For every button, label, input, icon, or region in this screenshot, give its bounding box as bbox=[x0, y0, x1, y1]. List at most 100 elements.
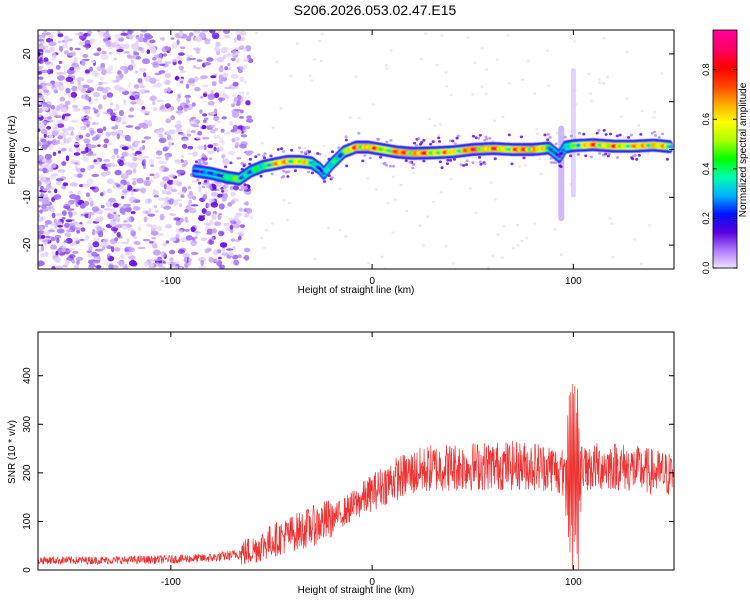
colorbar-cell bbox=[713, 75, 737, 79]
snr-ylabel: SNR (10 * v/v) bbox=[7, 420, 18, 484]
colorbar-tick-label: 0.6 bbox=[701, 113, 711, 126]
colorbar-cell bbox=[713, 127, 737, 130]
colorbar-cell bbox=[713, 30, 737, 33]
colorbar-cell bbox=[713, 204, 737, 208]
colorbar-cell bbox=[713, 123, 737, 126]
colorbar-cell bbox=[713, 188, 737, 192]
colorbar-cell bbox=[713, 256, 737, 259]
colorbar-cell bbox=[713, 166, 737, 170]
colorbar-cell bbox=[713, 131, 737, 134]
colorbar-cell bbox=[713, 77, 737, 81]
colorbar-cell bbox=[713, 125, 737, 128]
spectrogram-xtick-label: 0 bbox=[369, 276, 375, 287]
colorbar-cell bbox=[713, 117, 737, 120]
figure-title: S206.2026.053.02.47.E15 bbox=[293, 2, 457, 18]
colorbar-cell bbox=[713, 65, 737, 69]
spectrogram-xlabel: Height of straight line (km) bbox=[298, 285, 415, 296]
colorbar-cell bbox=[713, 264, 737, 267]
snr-axes: -100 0 100 0 100 200 300 400 bbox=[22, 332, 674, 588]
snr-xtick-label: 0 bbox=[369, 577, 375, 588]
colorbar-cell bbox=[713, 55, 737, 59]
colorbar-cell bbox=[713, 192, 737, 196]
faint-streak bbox=[570, 68, 576, 198]
colorbar-cell bbox=[713, 186, 737, 190]
colorbar-cell bbox=[713, 111, 737, 114]
colorbar-cell bbox=[713, 51, 737, 55]
colorbar-cell bbox=[713, 109, 737, 112]
colorbar-tick-label: 0.8 bbox=[701, 63, 711, 76]
colorbar-cell bbox=[713, 208, 737, 212]
colorbar-cell bbox=[713, 39, 737, 43]
colorbar-cell bbox=[713, 135, 737, 138]
colorbar-cell bbox=[713, 158, 737, 162]
colorbar-cell bbox=[713, 232, 737, 235]
colorbar-cell bbox=[713, 129, 737, 132]
colorbar-cell bbox=[713, 73, 737, 77]
colorbar-cell bbox=[713, 266, 737, 269]
colorbar-cell bbox=[713, 91, 737, 95]
colorbar-cell bbox=[713, 154, 737, 158]
colorbar-cell bbox=[713, 250, 737, 253]
spectrogram-xtick-label: 100 bbox=[565, 276, 582, 287]
colorbar-cell bbox=[713, 206, 737, 210]
colorbar-cell bbox=[713, 149, 737, 152]
colorbar-cell bbox=[713, 49, 737, 53]
colorbar-cell bbox=[713, 200, 737, 204]
colorbar-cell bbox=[713, 67, 737, 71]
colorbar-cell bbox=[713, 95, 737, 99]
ridge bbox=[192, 138, 673, 186]
colorbar-cell bbox=[713, 57, 737, 61]
colorbar-cell bbox=[713, 242, 737, 245]
colorbar-cell bbox=[713, 33, 737, 37]
colorbar-cell bbox=[713, 234, 737, 237]
colorbar-cell bbox=[713, 218, 737, 221]
colorbar-cell bbox=[713, 248, 737, 251]
colorbar-cell bbox=[713, 63, 737, 67]
colorbar-cell bbox=[713, 170, 737, 174]
colorbar-cell bbox=[713, 93, 737, 97]
spectrogram-xtick-label: -100 bbox=[161, 276, 181, 287]
colorbar-cell bbox=[713, 202, 737, 206]
colorbar-cell bbox=[713, 262, 737, 265]
spike-halo bbox=[558, 125, 565, 222]
snr-ytick-label: 200 bbox=[22, 464, 33, 481]
colorbar-cell bbox=[713, 176, 737, 180]
colorbar-cell bbox=[713, 214, 737, 218]
colorbar-cell bbox=[713, 143, 737, 146]
colorbar-cell bbox=[713, 180, 737, 184]
colorbar-label: Normalized spectral amplitude bbox=[738, 82, 749, 217]
colorbar-cell bbox=[713, 119, 737, 122]
colorbar-cell bbox=[713, 244, 737, 247]
colorbar-cell bbox=[713, 160, 737, 164]
colorbar-cell bbox=[713, 81, 737, 85]
colorbar-cell bbox=[713, 89, 737, 93]
colorbar-cell bbox=[713, 236, 737, 239]
colorbar-cell bbox=[713, 168, 737, 172]
colorbar-gradient bbox=[713, 30, 737, 269]
colorbar-tick-label: 0.2 bbox=[701, 212, 711, 225]
colorbar-cell bbox=[713, 212, 737, 216]
spectrogram-ytick-label: 20 bbox=[22, 48, 33, 60]
colorbar-cell bbox=[713, 139, 737, 142]
colorbar-cell bbox=[713, 59, 737, 63]
colorbar-cell bbox=[713, 224, 737, 227]
colorbar-cell bbox=[713, 61, 737, 65]
colorbar-cell bbox=[713, 254, 737, 257]
colorbar-cell bbox=[713, 137, 737, 140]
colorbar-cell bbox=[713, 103, 737, 106]
spectrogram-marks bbox=[38, 30, 673, 269]
colorbar-cell bbox=[713, 150, 737, 154]
colorbar-cell bbox=[713, 37, 737, 41]
colorbar-cell bbox=[713, 97, 737, 101]
snr-ytick-label: 100 bbox=[22, 513, 33, 530]
colorbar-cell bbox=[713, 182, 737, 186]
colorbar-cell bbox=[713, 107, 737, 110]
colorbar-cell bbox=[713, 79, 737, 83]
snr-marks bbox=[38, 384, 674, 570]
colorbar-tick-label: 0.4 bbox=[701, 163, 711, 176]
colorbar-cell bbox=[713, 240, 737, 243]
spectrogram-ytick-label: -10 bbox=[22, 190, 33, 205]
colorbar-cell bbox=[713, 246, 737, 249]
colorbar-cell bbox=[713, 238, 737, 241]
